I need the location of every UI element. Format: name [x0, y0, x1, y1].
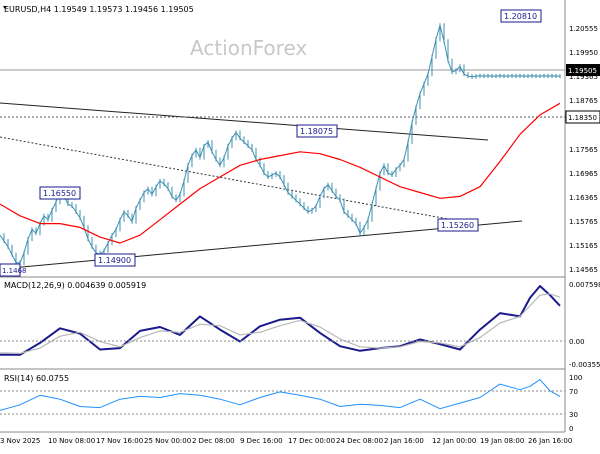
macd-series — [0, 285, 561, 356]
rsi-line — [0, 379, 561, 411]
y-tick-label: 1.16965 — [569, 170, 598, 178]
annotation-label: 1.16550 — [43, 189, 76, 198]
rsi-title: RSI(14) 60.0755 — [4, 374, 69, 383]
macd-y-tick: -0.00355 — [569, 361, 600, 369]
macd-title: MACD(12,26,9) 0.004639 0.005919 — [4, 281, 146, 290]
level-label: 1.18350 — [568, 114, 597, 122]
price-series — [0, 23, 561, 266]
x-axis: 3 Nov 2025 10 Nov 08:00 17 Nov 16:00 25 … — [0, 437, 572, 445]
chart-header: EURUSD,H4 1.19549 1.19573 1.19456 1.1950… — [4, 5, 194, 14]
upper-trendline — [0, 102, 489, 141]
y-tick-label: 1.15165 — [569, 242, 598, 250]
x-tick-label: 25 Nov 00:00 — [144, 437, 191, 445]
x-tick-label: 2 Jan 16:00 — [384, 437, 424, 445]
x-tick-label: 19 Jan 08:00 — [480, 437, 524, 445]
x-tick-label: 12 Jan 00:00 — [432, 437, 476, 445]
annotation-1.20810: 1.20810 — [500, 9, 542, 23]
y-tick-label: 1.16365 — [569, 194, 598, 202]
rsi-y-tick: 30 — [569, 411, 578, 419]
annotation-1.15260: 1.15260 — [437, 218, 479, 232]
annotation-label: 1.20810 — [504, 12, 537, 21]
macd-y-tick: 0.007598 — [569, 281, 600, 289]
annotation-label: 1.1468 — [2, 267, 27, 275]
annotation-1.14900: 1.14900 — [94, 253, 136, 267]
annotation-label: 1.14900 — [98, 256, 131, 265]
rsi-y-tick: 100 — [569, 374, 582, 382]
y-tick-label: 1.15765 — [569, 218, 598, 226]
x-tick-label: 3 Nov 2025 — [0, 437, 40, 445]
current-price-tag: 1.19505 — [566, 64, 600, 76]
x-tick-label: 26 Jan 16:00 — [528, 437, 572, 445]
rsi-y-tick: 70 — [569, 388, 578, 396]
current-price-label: 1.19505 — [568, 67, 597, 75]
moving-average-line — [0, 102, 561, 244]
macd-line — [0, 285, 561, 356]
x-tick-label: 10 Nov 08:00 — [48, 437, 95, 445]
x-tick-label: 9 Dec 16:00 — [240, 437, 283, 445]
price-line — [0, 24, 560, 264]
x-tick-label: 24 Dec 08:00 — [336, 437, 383, 445]
annotation-1.16550: 1.16550 — [39, 186, 81, 200]
header-dropdown-icon[interactable] — [3, 6, 7, 9]
lower-trendline — [0, 220, 523, 270]
x-tick-label: 17 Nov 16:00 — [96, 437, 143, 445]
watermark: ActionForex — [190, 36, 307, 60]
y-tick-label: 1.19365 — [569, 73, 598, 81]
annotation-label: 1.18075 — [300, 127, 333, 136]
y-tick-label: 1.14565 — [569, 266, 598, 274]
rsi-y-tick: 0 — [569, 425, 573, 433]
x-tick-label: 2 Dec 08:00 — [192, 437, 235, 445]
rsi-series — [0, 379, 561, 411]
moving-average-series — [0, 102, 561, 244]
macd-y-tick: 0.00 — [569, 338, 585, 346]
y-tick-label: 1.20555 — [569, 25, 598, 33]
y-tick-label: 1.19950 — [569, 49, 598, 57]
annotation-label: 1.15260 — [441, 221, 474, 230]
main-y-axis: 1.20555 1.19950 1.19365 1.18765 1.17565 … — [569, 25, 598, 274]
x-tick-label: 17 Dec 00:00 — [288, 437, 335, 445]
level-tag: 1.18350 — [565, 110, 600, 124]
annotation-1.1468: 1.1468 — [0, 263, 27, 277]
annotation-1.18075: 1.18075 — [296, 124, 338, 138]
y-tick-label: 1.18765 — [569, 97, 598, 105]
y-tick-label: 1.17565 — [569, 146, 598, 154]
